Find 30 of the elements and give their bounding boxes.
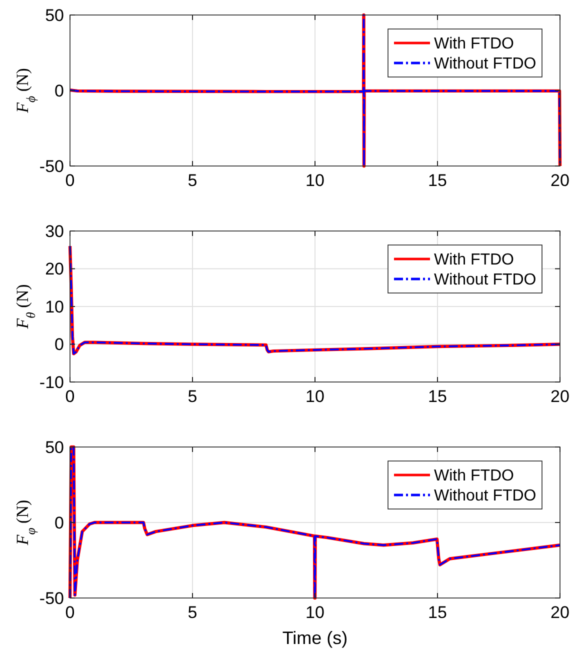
x-tick-label: 5: [188, 387, 198, 406]
x-tick-label: 5: [188, 171, 198, 190]
x-tick-label: 20: [550, 387, 570, 406]
x-tick-label: 10: [306, 171, 324, 190]
x-tick-label: 20: [550, 171, 570, 190]
y-tick-label: -50: [39, 588, 64, 608]
x-tick-label: 5: [188, 603, 198, 622]
y-tick-label: 0: [54, 335, 64, 354]
x-tick-label: 10: [306, 603, 324, 622]
y-tick-label: 0: [54, 513, 64, 532]
y-tick-label: 0: [54, 81, 64, 100]
y-tick-label: 20: [45, 260, 64, 279]
x-tick-label: 20: [550, 603, 570, 622]
legend-label: Without FTDO: [434, 488, 536, 505]
y-tick-label: 50: [45, 6, 64, 25]
legend-label: Without FTDO: [434, 56, 536, 73]
y-tick-label: 10: [45, 297, 64, 316]
legend-label: Without FTDO: [434, 272, 536, 289]
y-tick-label: 50: [45, 438, 64, 457]
x-tick-label: 15: [428, 603, 447, 622]
y-tick-label: -50: [39, 156, 64, 176]
y-tick-label: -10: [39, 372, 64, 392]
y-tick-label: 30: [45, 222, 64, 241]
legend-label: With FTDO: [434, 36, 514, 53]
legend-label: With FTDO: [434, 252, 514, 269]
legend-label: With FTDO: [434, 468, 514, 485]
x-tick-label: 10: [306, 387, 324, 406]
x-tick-label: 15: [428, 171, 447, 190]
x-axis-title: Time (s): [282, 628, 348, 648]
x-tick-label: 15: [428, 387, 447, 406]
